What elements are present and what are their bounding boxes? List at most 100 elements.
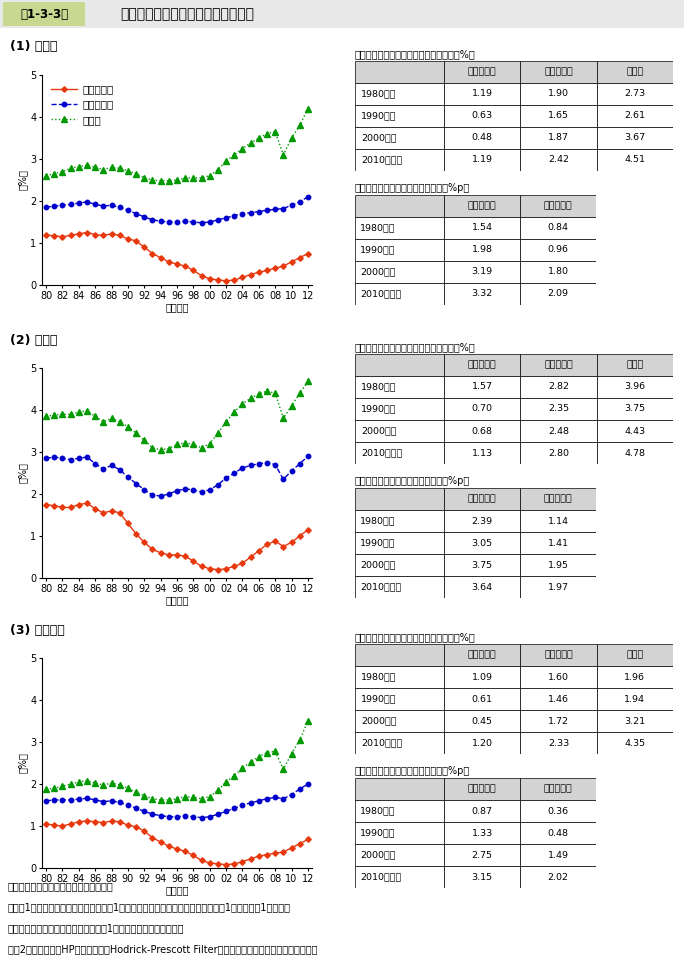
Bar [355, 554, 444, 576]
Text: 小規模企業: 小規模企業 [468, 650, 497, 660]
Bar [521, 420, 596, 442]
Text: 1.46: 1.46 [548, 695, 569, 704]
Bar [444, 442, 521, 464]
Bar [596, 61, 673, 83]
Text: 2000年代: 2000年代 [360, 850, 395, 860]
Y-axis label: （%）: （%） [17, 752, 27, 773]
Bar [520, 195, 596, 217]
Bar [355, 800, 444, 822]
Text: 2.75: 2.75 [472, 850, 492, 860]
Text: 1.19: 1.19 [472, 90, 492, 99]
Text: 2.42: 2.42 [548, 155, 569, 165]
Text: 2000年代: 2000年代 [361, 716, 397, 725]
Bar [355, 398, 444, 420]
Bar [520, 800, 596, 822]
Bar [355, 510, 444, 532]
Text: 1.60: 1.60 [548, 672, 569, 681]
Text: (1) 全産業: (1) 全産業 [10, 40, 57, 54]
Text: 3.64: 3.64 [471, 583, 492, 591]
Bar [521, 710, 596, 732]
Bar [521, 127, 596, 149]
Text: 大企業: 大企業 [627, 360, 644, 370]
Bar [355, 844, 444, 866]
Text: 4.35: 4.35 [624, 739, 646, 748]
Bar [596, 666, 673, 688]
Text: 2．各系列は、HPフィルター（Hodrick-Prescott Filter）により平滑化した値を用いている。: 2．各系列は、HPフィルター（Hodrick-Prescott Filter）に… [8, 944, 317, 955]
Bar [521, 442, 596, 464]
Text: 年代別に見た売上高経常利益率の平均（%）: 年代別に見た売上高経常利益率の平均（%） [355, 632, 476, 642]
Text: 1990年代: 1990年代 [360, 539, 395, 548]
Bar [521, 644, 596, 666]
Bar [521, 688, 596, 710]
Bar [355, 666, 444, 688]
Bar [520, 532, 596, 554]
Bar [355, 532, 444, 554]
Text: 3.21: 3.21 [624, 716, 646, 725]
Text: 1.19: 1.19 [472, 155, 492, 165]
Bar [444, 149, 521, 171]
Text: 2.39: 2.39 [471, 516, 492, 525]
Text: 中規模企業: 中規模企業 [544, 495, 573, 504]
Bar [355, 61, 444, 83]
Text: 1.20: 1.20 [472, 739, 492, 748]
Bar [444, 217, 520, 239]
Bar [355, 149, 444, 171]
Text: 2010年以降: 2010年以降 [361, 739, 403, 748]
Bar [520, 778, 596, 800]
Bar [355, 710, 444, 732]
Text: 企業規模別に見た売上高経常利益率: 企業規模別に見た売上高経常利益率 [120, 7, 254, 21]
Text: 1980年代: 1980年代 [360, 224, 395, 232]
Text: 2.33: 2.33 [548, 739, 569, 748]
Text: 小規模企業: 小規模企業 [468, 201, 497, 211]
Bar [355, 866, 444, 888]
Bar [596, 105, 673, 127]
Text: 2000年代: 2000年代 [361, 134, 397, 142]
Text: 2.02: 2.02 [548, 873, 568, 881]
Bar [444, 532, 520, 554]
Text: (2) 製造業: (2) 製造業 [10, 334, 57, 346]
Text: 1.54: 1.54 [472, 224, 492, 232]
Text: 2.09: 2.09 [548, 290, 568, 299]
Bar [444, 376, 521, 398]
Bar [355, 261, 444, 283]
Text: 3.32: 3.32 [471, 290, 492, 299]
Bar [355, 376, 444, 398]
Text: 0.36: 0.36 [547, 806, 568, 816]
Bar [444, 778, 520, 800]
Text: 小規模企業: 小規模企業 [468, 67, 497, 76]
Bar [444, 420, 521, 442]
Text: 小規模企業: 小規模企業 [468, 785, 497, 793]
Bar [596, 420, 673, 442]
Text: 0.63: 0.63 [472, 111, 492, 120]
Text: 小規模企業: 小規模企業 [468, 495, 497, 504]
Bar [521, 398, 596, 420]
X-axis label: （年度）: （年度） [166, 302, 189, 312]
Bar [596, 732, 673, 754]
Text: 第1-3-3図: 第1-3-3図 [20, 8, 68, 20]
Bar [444, 644, 521, 666]
Text: 4.43: 4.43 [624, 427, 646, 435]
Bar [520, 261, 596, 283]
Text: （注）1．ここでいう大企業とは資本金1億円以上の企業、中規模企業とは資本金1千万円以上1億円未満: （注）1．ここでいう大企業とは資本金1億円以上の企業、中規模企業とは資本金1千万… [8, 902, 291, 912]
Bar [596, 710, 673, 732]
Text: 2.48: 2.48 [548, 427, 569, 435]
Text: 2.61: 2.61 [624, 111, 645, 120]
Bar [520, 488, 596, 510]
Bar [520, 822, 596, 844]
Bar [355, 217, 444, 239]
Bar [444, 354, 521, 376]
Y-axis label: （%）: （%） [17, 170, 27, 190]
Text: 1.49: 1.49 [548, 850, 568, 860]
Bar [444, 127, 521, 149]
Text: 2.80: 2.80 [548, 449, 569, 458]
Text: 1.98: 1.98 [472, 246, 492, 255]
Bar [596, 644, 673, 666]
Text: 1.33: 1.33 [471, 829, 492, 837]
Bar [521, 105, 596, 127]
Bar [444, 844, 520, 866]
Text: 中規模企業: 中規模企業 [544, 67, 573, 76]
Text: 3.75: 3.75 [471, 560, 492, 570]
Text: 2000年代: 2000年代 [360, 267, 395, 276]
Text: 1990年代: 1990年代 [361, 404, 397, 414]
Bar [520, 239, 596, 261]
